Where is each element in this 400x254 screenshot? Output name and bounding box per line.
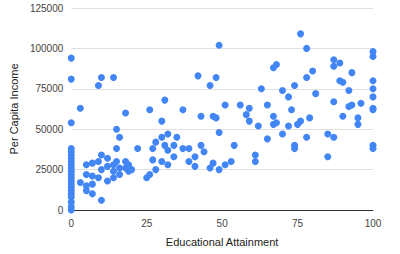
svg-text:50: 50 bbox=[217, 218, 229, 229]
svg-text:25000: 25000 bbox=[35, 164, 63, 175]
svg-text:Educational Attainment: Educational Attainment bbox=[166, 236, 279, 248]
svg-text:75000: 75000 bbox=[35, 83, 63, 94]
svg-text:100: 100 bbox=[365, 218, 382, 229]
svg-text:25: 25 bbox=[141, 218, 153, 229]
svg-text:100000: 100000 bbox=[30, 43, 64, 54]
svg-text:50000: 50000 bbox=[35, 124, 63, 135]
svg-text:0: 0 bbox=[68, 218, 74, 229]
svg-text:0: 0 bbox=[58, 205, 64, 216]
svg-text:75: 75 bbox=[292, 218, 304, 229]
svg-text:Per Capita Income: Per Capita Income bbox=[8, 63, 20, 154]
svg-text:125000: 125000 bbox=[30, 3, 64, 14]
